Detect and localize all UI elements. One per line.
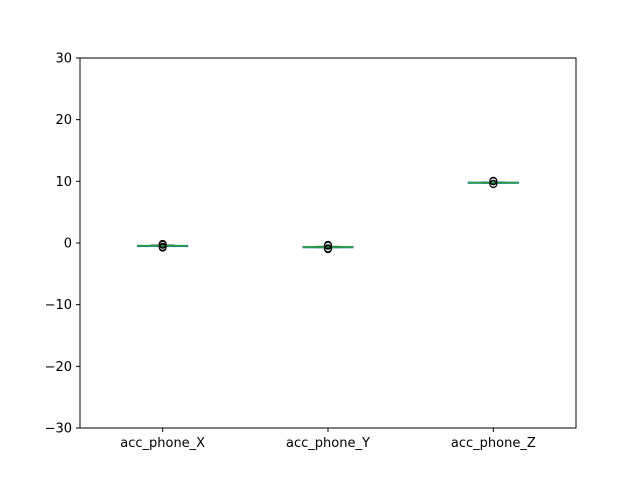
- y-tick-label: −30: [45, 422, 72, 437]
- y-tick-label: 30: [55, 52, 72, 67]
- plot-area: [80, 58, 576, 428]
- box-group-acc_phone_Z: [467, 176, 519, 189]
- x-tick-label: acc_phone_X: [120, 436, 205, 451]
- flier-point: [489, 179, 498, 188]
- y-tick-label: 0: [64, 237, 72, 252]
- y-tick-label: 10: [55, 175, 72, 190]
- plot-frame: [79, 57, 577, 429]
- y-tick-label: 20: [55, 113, 72, 128]
- flier-point: [324, 244, 332, 253]
- y-axis: −30 −20 −10 0 10 20 30: [45, 52, 80, 437]
- x-axis: acc_phone_X acc_phone_Y acc_phone_Z: [120, 428, 536, 451]
- y-tick-label: −20: [45, 360, 72, 375]
- x-tick-label: acc_phone_Y: [286, 436, 370, 451]
- box-group-acc_phone_Y: [302, 240, 354, 254]
- flier-point: [489, 176, 498, 185]
- y-tick-label: −10: [45, 298, 72, 313]
- flier-point: [324, 240, 332, 249]
- box-marks: [137, 176, 519, 254]
- flier-point: [158, 239, 167, 248]
- x-tick-label: acc_phone_Z: [451, 436, 536, 451]
- box-group-acc_phone_X: [137, 239, 189, 252]
